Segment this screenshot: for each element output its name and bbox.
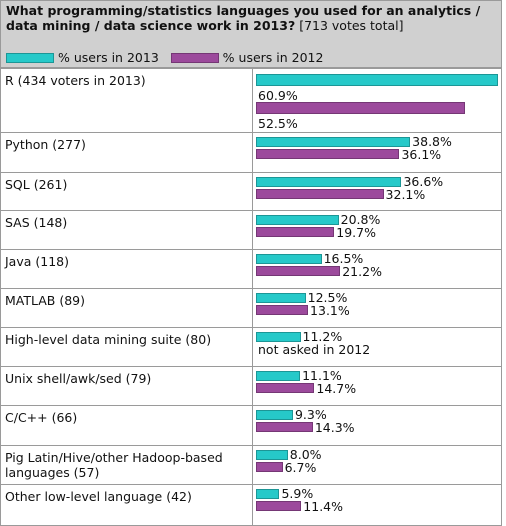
row-divider xyxy=(0,445,502,446)
bar-2012 xyxy=(256,189,384,199)
bar-2012 xyxy=(256,305,309,315)
value-label-2013: 20.8% xyxy=(340,212,381,227)
row-divider xyxy=(0,366,502,367)
bar-2013 xyxy=(256,489,280,499)
legend-label-2013: % users in 2013 xyxy=(57,50,159,65)
value-label-2013: 12.5% xyxy=(307,290,348,305)
value-label-2012: 6.7% xyxy=(284,460,317,475)
category-label: Python (277) xyxy=(5,137,86,152)
legend-swatch-2012 xyxy=(170,53,219,63)
value-label-2012: 52.5% xyxy=(258,116,298,131)
category-label: SQL (261) xyxy=(5,177,68,192)
value-label-2013: 60.9% xyxy=(258,88,298,103)
category-label: Other low-level language (42) xyxy=(5,489,192,504)
value-label-2013: 8.0% xyxy=(289,447,322,462)
category-label: C/C++ (66) xyxy=(5,410,78,425)
bar-2013 xyxy=(256,254,322,264)
bar-2012 xyxy=(256,102,465,114)
value-label-2013: 9.3% xyxy=(294,407,327,422)
row-divider xyxy=(0,327,502,328)
value-label-2012: 36.1% xyxy=(401,147,442,162)
bar-2012 xyxy=(256,266,341,276)
bar-2013 xyxy=(256,332,301,342)
row-divider xyxy=(0,249,502,250)
category-label: Pig Latin/Hive/other Hadoop-based langua… xyxy=(5,450,223,480)
value-label-2013: 11.2% xyxy=(302,329,343,344)
column-divider xyxy=(252,68,253,526)
row-divider xyxy=(0,68,502,69)
value-label-2012: 21.2% xyxy=(342,264,382,279)
row-divider xyxy=(0,288,502,289)
table-border-left xyxy=(0,68,1,526)
value-label-2013: 11.1% xyxy=(302,368,342,383)
bar-2013 xyxy=(256,371,301,381)
bar-2012 xyxy=(256,501,302,511)
votes-total: [713 votes total] xyxy=(299,18,404,33)
value-label-2013: 5.9% xyxy=(281,486,314,501)
bar-2013 xyxy=(256,177,402,187)
row-divider xyxy=(0,210,502,211)
value-label-2012: 32.1% xyxy=(385,187,426,202)
legend-label-2012: % users in 2012 xyxy=(222,50,324,65)
category-label: SAS (148) xyxy=(5,215,68,230)
poll-header: What programming/statistics languages yo… xyxy=(0,0,502,68)
bar-2013 xyxy=(256,215,339,225)
value-label-2013: 16.5% xyxy=(323,251,364,266)
value-label-2013: 38.8% xyxy=(412,134,452,149)
row-divider xyxy=(0,132,502,133)
category-label: Unix shell/awk/sed (79) xyxy=(5,371,152,386)
bar-2012 xyxy=(256,227,335,237)
bar-2013 xyxy=(256,137,411,147)
value-label-2012: 11.4% xyxy=(303,499,344,514)
legend-swatch-2013 xyxy=(6,53,54,63)
table-border-right xyxy=(501,68,502,526)
value-label-2012: 13.1% xyxy=(310,303,350,318)
row-divider xyxy=(0,405,502,406)
category-label: R (434 voters in 2013) xyxy=(5,73,146,88)
bar-2012 xyxy=(256,422,313,432)
row-divider xyxy=(0,172,502,173)
bar-2013 xyxy=(256,450,288,460)
value-label-2012: 14.7% xyxy=(316,381,357,396)
legend: % users in 2013 % users in 2012 xyxy=(6,50,323,66)
bar-2013 xyxy=(256,410,293,420)
category-label: MATLAB (89) xyxy=(5,293,86,308)
value-label-2012: not asked in 2012 xyxy=(258,342,371,357)
bar-2013 xyxy=(256,293,306,303)
category-label: High-level data mining suite (80) xyxy=(5,332,212,347)
row-divider xyxy=(0,484,502,485)
bar-2012 xyxy=(256,149,400,159)
value-label-2013: 36.6% xyxy=(403,174,444,189)
value-label-2012: 14.3% xyxy=(314,420,355,435)
bar-2012 xyxy=(256,462,283,472)
poll-question-text: What programming/statistics languages yo… xyxy=(6,3,481,33)
bar-2013 xyxy=(256,74,498,86)
poll-question: What programming/statistics languages yo… xyxy=(6,3,498,33)
bar-2012 xyxy=(256,383,315,393)
value-label-2012: 19.7% xyxy=(336,225,376,240)
category-label: Java (118) xyxy=(5,254,69,269)
